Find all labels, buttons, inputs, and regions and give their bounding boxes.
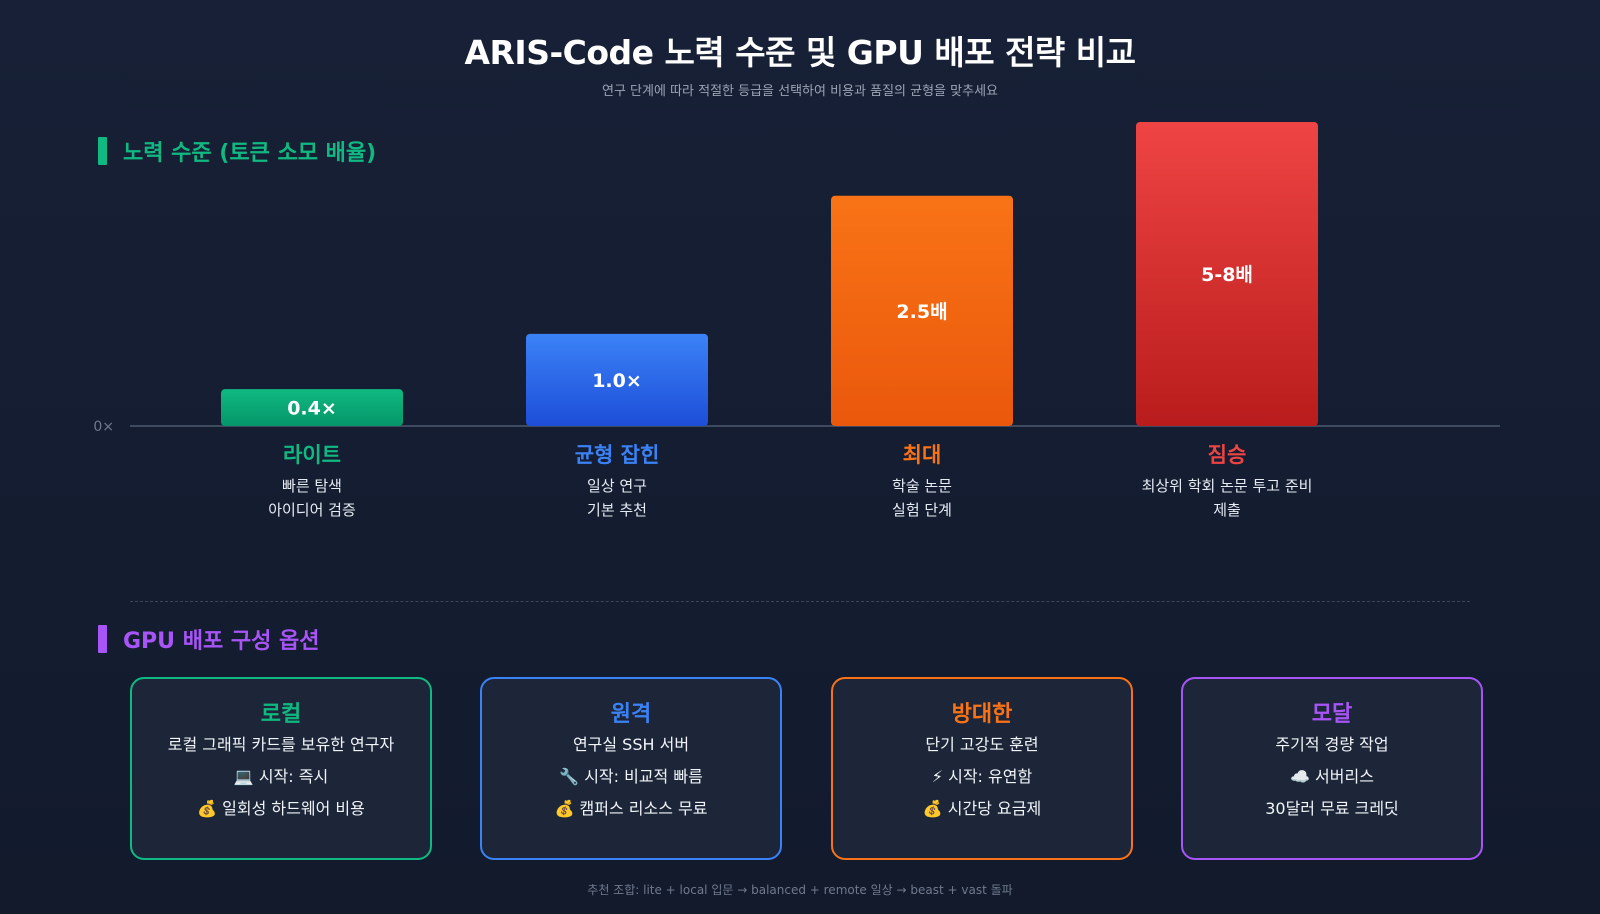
- description-line: 빠른 탐색: [282, 477, 342, 495]
- section-divider: [130, 601, 1470, 602]
- description-line: 제출: [1213, 501, 1241, 519]
- section-marker: [98, 625, 107, 653]
- card-line: 주기적 경량 작업: [1275, 735, 1389, 754]
- card-line: 💻 시작: 즉시: [233, 767, 329, 786]
- page-subtitle: 연구 단계에 따라 적절한 등급을 선택하여 비용과 품질의 균형을 맞추세요: [602, 84, 998, 99]
- card-line: 💰 시간당 요금제: [922, 799, 1042, 818]
- gpu-card-modal: 모달 주기적 경량 작업 ☁️ 서버리스 30달러 무료 크레딧: [1181, 677, 1483, 860]
- category-name: 라이트: [283, 443, 341, 467]
- description-line: 일상 연구: [587, 477, 647, 495]
- effort-section-title: 노력 수준 (토큰 소모 배율): [123, 141, 377, 166]
- description-line: 학술 논문: [892, 477, 952, 495]
- gpu-section-heading: GPU 배포 구성 옵션: [98, 625, 320, 654]
- category-name: 균형 잡힌: [574, 443, 660, 467]
- bar: [1136, 122, 1318, 426]
- bar-value-label: 1.0×: [592, 370, 642, 392]
- card-line: 30달러 무료 크레딧: [1265, 799, 1399, 818]
- card-line: ☁️ 서버리스: [1290, 767, 1374, 786]
- y-tick-label: 0×: [93, 419, 114, 435]
- gpu-card-remote: 원격 연구실 SSH 서버 🔧 시작: 비교적 빠름 💰 캠퍼스 리소스 무료: [480, 677, 782, 860]
- gpu-section-title: GPU 배포 구성 옵션: [123, 629, 320, 654]
- bar: [221, 389, 403, 426]
- card-title: 모달: [1311, 702, 1353, 727]
- page-title: ARIS-Code 노력 수준 및 GPU 배포 전략 비교: [464, 33, 1136, 72]
- bar: [526, 333, 708, 426]
- card-title: 방대한: [951, 702, 1013, 727]
- bar-value-label: 2.5배: [896, 301, 947, 323]
- footer-recommendation: 추천 조합: lite + local 입문 → balanced + remo…: [587, 883, 1013, 897]
- effort-section-heading: 노력 수준 (토큰 소모 배율): [98, 137, 377, 166]
- card-line: 💰 캠퍼스 리소스 무료: [554, 799, 708, 818]
- description-line: 최상위 학회 논문 투고 준비: [1141, 477, 1313, 495]
- gpu-card-vast: 방대한 단기 고강도 훈련 ⚡ 시작: 유연함 💰 시간당 요금제: [831, 677, 1133, 860]
- bar-value-label: 0.4×: [287, 398, 337, 420]
- gpu-card-local: 로컬 로컬 그래픽 카드를 보유한 연구자 💻 시작: 즉시 💰 일회성 하드웨…: [130, 677, 432, 860]
- card-line: 💰 일회성 하드웨어 비용: [197, 799, 365, 818]
- card-line: 연구실 SSH 서버: [572, 735, 690, 754]
- effort-bar-chart: 0× 0.4× 1.0× 2.5배 5-8배: [93, 122, 1500, 435]
- category-name: 최대: [902, 443, 942, 467]
- description-line: 아이디어 검증: [268, 501, 356, 519]
- description-line: 기본 추천: [587, 501, 647, 519]
- card-title: 로컬: [260, 702, 302, 727]
- card-line: 단기 고강도 훈련: [925, 735, 1039, 754]
- description-line: 실험 단계: [892, 501, 952, 519]
- category-name: 짐승: [1207, 443, 1247, 467]
- section-marker: [98, 137, 107, 165]
- card-line: 🔧 시작: 비교적 빠름: [559, 767, 703, 786]
- card-title: 원격: [610, 702, 652, 727]
- card-line: ⚡ 시작: 유연함: [931, 767, 1033, 786]
- bar-value-label: 5-8배: [1201, 264, 1253, 286]
- bar: [831, 195, 1013, 426]
- card-line: 로컬 그래픽 카드를 보유한 연구자: [167, 735, 395, 754]
